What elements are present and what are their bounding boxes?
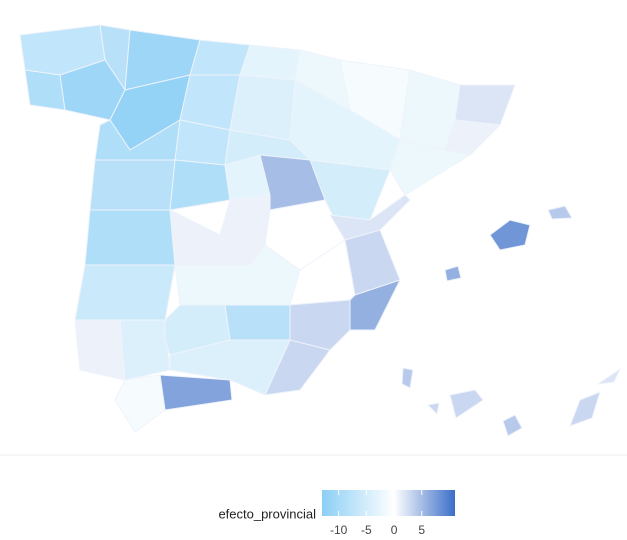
province-map (19, 24, 621, 437)
colorbar (322, 490, 455, 516)
province (597, 368, 621, 385)
province (224, 304, 291, 341)
province (169, 159, 231, 211)
legend-tick-label: 5 (418, 523, 425, 537)
province (159, 374, 233, 411)
province (114, 374, 166, 433)
province (449, 389, 484, 419)
province (189, 39, 251, 76)
province (74, 264, 176, 321)
legend-ticks: -10 -5 0 5 (330, 490, 425, 537)
province (502, 414, 523, 437)
province (427, 402, 440, 415)
legend-tick-label: 0 (391, 523, 398, 537)
province (547, 205, 573, 220)
legend-tick-label: -5 (361, 523, 372, 537)
legend-title: efecto_provincial (218, 506, 316, 521)
province (401, 367, 414, 389)
province (239, 44, 301, 81)
province (89, 159, 176, 211)
province (119, 319, 171, 381)
legend-tick-label: -10 (330, 523, 348, 537)
province (454, 84, 516, 126)
province (349, 279, 401, 331)
province (389, 139, 471, 196)
province (229, 74, 296, 141)
province (74, 319, 126, 381)
province (24, 69, 66, 111)
province (84, 209, 176, 266)
province (489, 219, 531, 251)
province (329, 194, 411, 241)
province (444, 119, 501, 156)
province (444, 265, 462, 282)
province (569, 391, 601, 427)
